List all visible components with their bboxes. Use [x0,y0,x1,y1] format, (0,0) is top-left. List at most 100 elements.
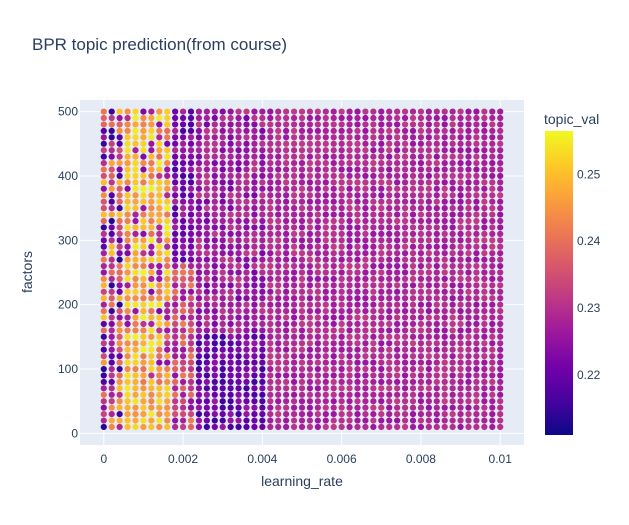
data-point [172,185,179,192]
data-point [195,288,203,295]
data-point [330,121,337,128]
data-point [283,256,290,263]
data-point [219,353,226,360]
data-point [409,185,417,192]
data-point [251,185,258,192]
data-point [362,147,369,154]
data-point [187,134,195,141]
data-point [425,320,432,328]
data-point [401,211,409,218]
data-point [195,327,203,334]
data-point [203,365,210,373]
data-point [187,159,195,167]
data-point [124,172,131,180]
data-point [211,417,218,424]
data-point [449,192,456,199]
data-point [298,275,306,283]
data-point [283,308,290,315]
data-point [203,172,210,180]
data-point [314,301,321,308]
data-point [267,166,274,173]
data-point [425,411,432,418]
data-point [441,140,448,147]
data-point [100,269,107,276]
data-point [156,288,163,295]
data-point [187,172,195,180]
data-point [140,256,147,263]
data-point [108,147,115,154]
data-point [489,423,496,431]
data-point [417,411,425,418]
data-point [172,147,179,154]
data-point [275,108,282,115]
data-point [275,269,282,276]
data-point [243,230,250,237]
data-point [433,108,440,115]
data-point [140,275,147,283]
data-point [290,243,298,250]
data-point [195,205,203,212]
data-point [219,134,226,141]
data-point [306,147,314,154]
data-point [156,198,163,205]
data-point [433,179,440,186]
data-point [473,398,480,405]
data-point [338,121,345,128]
data-point [425,250,432,257]
data-point [330,282,337,289]
data-point [354,185,361,192]
data-point [417,256,425,263]
data-point [362,172,369,180]
data-point [314,314,321,321]
data-point [172,333,179,340]
data-point [267,114,274,122]
data-point [354,256,361,263]
data-point [187,333,195,340]
data-point [354,198,361,205]
data-point [100,121,107,128]
data-point [251,243,258,250]
data-point [203,398,210,405]
data-point [108,262,115,270]
data-point [354,262,361,270]
data-point [417,237,425,244]
data-point [322,346,329,353]
data-point [259,262,266,270]
data-point [354,230,361,237]
data-point [116,262,123,270]
data-point [378,404,385,411]
data-point [354,423,361,431]
data-point [417,198,425,205]
data-point [243,211,250,218]
data-point [179,378,187,386]
data-point [473,211,480,218]
data-point [481,237,488,244]
data-point [441,185,448,192]
data-point [124,346,131,353]
data-point [354,365,361,373]
data-point [148,320,155,328]
data-point [314,385,321,392]
data-point [179,372,187,379]
data-point [370,185,377,192]
data-point [322,295,329,302]
data-point [362,159,369,167]
data-point [401,172,409,180]
data-point [346,327,353,334]
data-point [251,211,258,218]
x-axis-title: learning_rate [261,473,343,489]
data-point [457,365,464,373]
data-point [362,185,369,192]
data-point [425,127,432,134]
data-point [457,372,464,379]
data-point [172,282,179,289]
data-point [298,140,306,147]
data-point [394,217,401,225]
data-point [298,359,306,366]
data-point [156,172,163,180]
data-point [306,346,314,353]
data-point [100,327,107,334]
data-point [148,308,155,315]
data-point [489,391,496,398]
data-point [187,262,195,270]
